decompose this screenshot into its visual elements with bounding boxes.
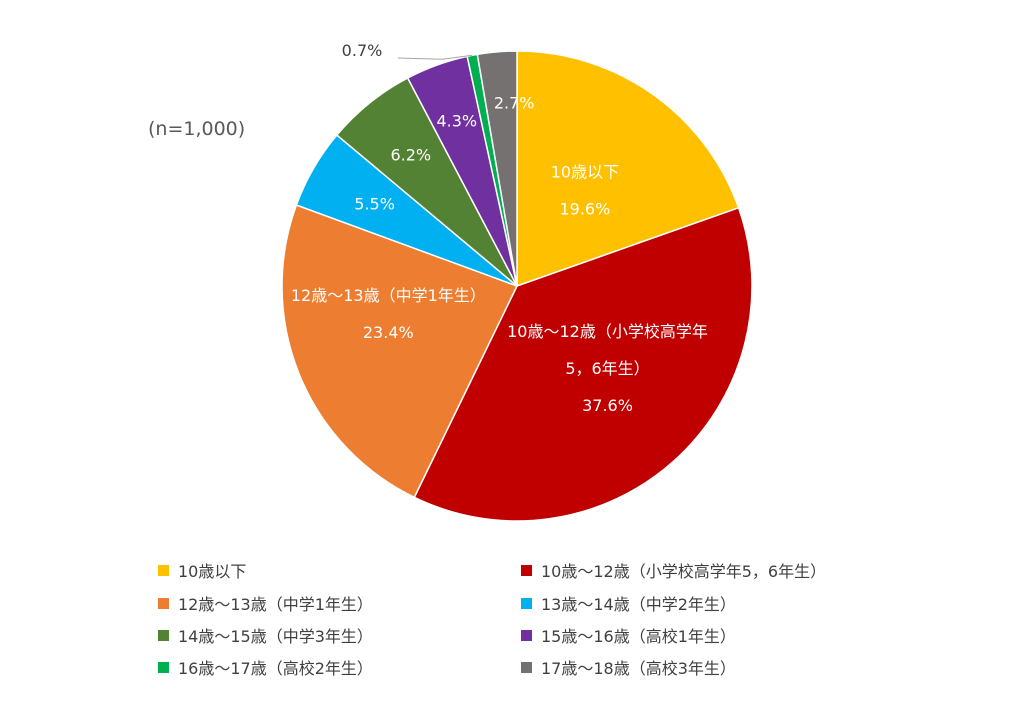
slice-label: 5.5% [354,195,395,214]
sample-size-note: (n=1,000) [148,118,246,140]
pie-slice [476,50,518,287]
slice-label: 2.7% [494,94,535,113]
slice-label: 0.7% [342,41,383,60]
slice-label: 6.2% [390,145,431,164]
pie-slice [281,204,519,499]
slice-label: 19.6% [559,200,610,219]
slice-label: 5，6年生） [565,359,649,378]
pie-slice [413,206,753,522]
slice-label: 4.3% [436,111,477,130]
slice-label: 23.4% [363,323,414,342]
slice-label: 37.6% [582,396,633,415]
slice-label: 10歳以下 [551,163,619,182]
slice-label: 10歳～12歳（小学校高学年 [507,322,708,341]
slice-label: 12歳～13歳（中学1年生） [291,286,486,305]
leader-line [397,54,473,60]
